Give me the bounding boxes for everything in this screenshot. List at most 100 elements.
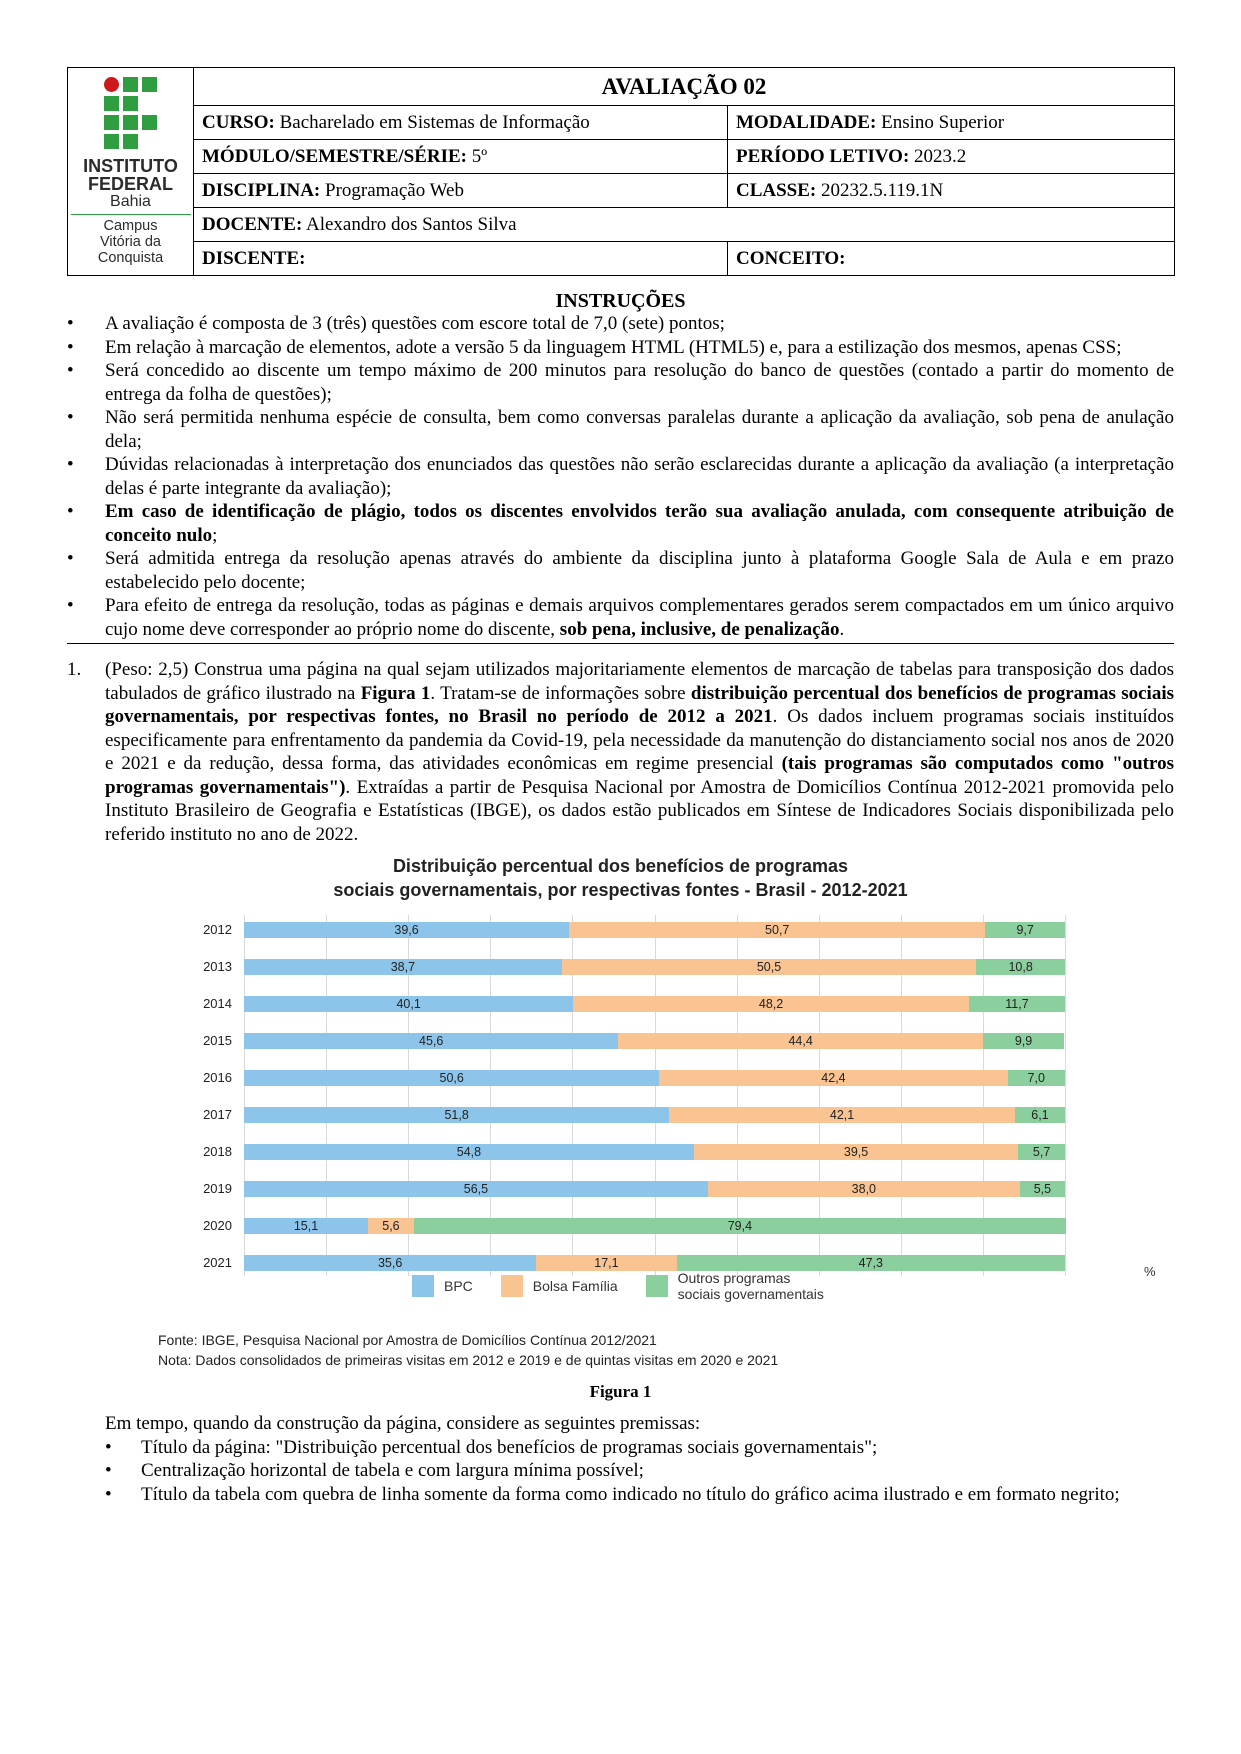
premises-list: Título da página: "Distribuição percentu… xyxy=(67,1436,1174,1507)
logo-campus: Campus Vitória da Conquista xyxy=(97,218,164,266)
chart-data-label: 48,2 xyxy=(758,997,784,1011)
chart-category-label: 2012 xyxy=(203,922,232,937)
legend-swatch xyxy=(412,1275,434,1297)
exam-title: AVALIAÇÃO 02 xyxy=(192,67,1176,106)
instruction-item: Não será permitida nenhuma espécie de co… xyxy=(67,406,1174,453)
chart-data-label: 44,4 xyxy=(788,1034,813,1048)
chart-plot-area: 2012 39,6 50,7 9,7 2013 38,7 50,5 10,8 2014 40,1 4… xyxy=(177,915,1066,1276)
chart-bar-segment: 47,3 xyxy=(676,1255,1065,1271)
chart-bar-segment: 42,1 xyxy=(669,1107,1015,1123)
chart-data-label: 7,0 xyxy=(1027,1071,1045,1085)
chart-gridline xyxy=(818,915,820,1276)
chart-bar-segment: 50,6 xyxy=(244,1070,660,1086)
chart-bar-segment: 15,1 xyxy=(244,1218,368,1234)
chart-bar-segment: 5,7 xyxy=(1018,1144,1065,1160)
legend-swatch xyxy=(645,1275,668,1297)
logo-grid-icon xyxy=(104,77,157,149)
institution-logo: INSTITUTO FEDERAL Bahia Campus Vitória d… xyxy=(67,67,194,276)
chart-bar-segment: 5,5 xyxy=(1019,1181,1065,1197)
instructions-list: A avaliação é composta de 3 (três) quest… xyxy=(67,312,1174,641)
conceito-cell: CONCEITO: xyxy=(726,241,1176,276)
chart-gridline xyxy=(326,915,328,1276)
chart-data-label: 6,1 xyxy=(1031,1108,1049,1122)
chart-bar-segment: 10,8 xyxy=(976,959,1065,975)
chart-bar-segment: 9,7 xyxy=(985,922,1065,938)
chart-bar-segment: 9,9 xyxy=(982,1033,1065,1049)
instruction-item: A avaliação é composta de 3 (três) quest… xyxy=(67,312,1174,336)
chart-data-label: 35,6 xyxy=(377,1256,403,1270)
chart-data-label: 38,0 xyxy=(851,1182,877,1196)
chart-bar-segment: 54,8 xyxy=(244,1144,694,1160)
chart-category-label: 2015 xyxy=(203,1033,232,1048)
figure-caption: Figura 1 xyxy=(589,1382,652,1401)
disciplina-cell: DISCIPLINA: Programação Web xyxy=(193,173,728,208)
chart-bar-segment: 51,8 xyxy=(244,1107,670,1123)
chart-category-label: 2020 xyxy=(203,1218,232,1233)
chart-data-label: 39,6 xyxy=(394,923,419,937)
chart-data-label: 45,6 xyxy=(419,1034,444,1048)
chart-bar-segment: 17,1 xyxy=(536,1255,677,1271)
chart-category-label: 2019 xyxy=(203,1181,232,1196)
chart-gridline xyxy=(572,915,574,1276)
chart-data-label: 50,7 xyxy=(765,923,790,937)
chart-bar-segment: 6,1 xyxy=(1014,1107,1065,1123)
discente-cell: DISCENTE: xyxy=(193,241,728,276)
chart-category-label: 2021 xyxy=(203,1255,232,1270)
chart-category-label: 2014 xyxy=(203,996,232,1011)
chart-data-label: 5,6 xyxy=(382,1219,400,1233)
chart-data-label: 54,8 xyxy=(456,1145,482,1159)
chart-category-label: 2013 xyxy=(203,959,232,974)
chart-data-label: 50,6 xyxy=(439,1071,464,1085)
chart-data-label: 40,1 xyxy=(396,997,421,1011)
chart-data-label: 47,3 xyxy=(858,1256,883,1270)
semestre-cell: MÓDULO/SEMESTRE/SÉRIE: 5º xyxy=(193,139,728,174)
chart-category-label: 2018 xyxy=(203,1144,232,1159)
chart-title-line2: sociais governamentais, por respectivas … xyxy=(333,880,908,900)
chart-bar-segment: 38,0 xyxy=(707,1181,1020,1197)
chart-source: Fonte: IBGE, Pesquisa Nacional por Amost… xyxy=(158,1332,657,1348)
chart-bar-segment: 11,7 xyxy=(968,996,1065,1012)
question-number: 1. xyxy=(67,659,82,680)
legend-label: Bolsa Família xyxy=(532,1278,618,1294)
stacked-bar-chart: Distribuição percentual dos benefícios d… xyxy=(67,852,1174,1422)
chart-bar-segment: 7,0 xyxy=(1007,1070,1065,1086)
chart-gridline xyxy=(408,915,410,1276)
chart-data-label: 50,5 xyxy=(756,960,782,974)
chart-gridline xyxy=(490,915,492,1276)
chart-bar-segment: 48,2 xyxy=(573,996,969,1012)
classe-cell: CLASSE: 20232.5.119.1N xyxy=(726,173,1176,208)
legend-item: Outros programas sociais governamentais xyxy=(645,1270,824,1302)
chart-bar-segment: 79,4 xyxy=(413,1218,1066,1234)
legend-label: Outros programas sociais governamentais xyxy=(677,1270,824,1302)
exam-header-table: INSTITUTO FEDERAL Bahia Campus Vitória d… xyxy=(67,67,1176,276)
chart-bar-segment: 44,4 xyxy=(618,1033,983,1049)
chart-gridline xyxy=(1065,915,1066,1276)
exam-page: INSTITUTO FEDERAL Bahia Campus Vitória d… xyxy=(67,67,1176,1507)
chart-bar-segment: 50,5 xyxy=(561,959,977,975)
chart-data-label: 56,5 xyxy=(463,1182,489,1196)
legend-item: Bolsa Família xyxy=(500,1275,618,1297)
question-1: 1. (Peso: 2,5) Construa uma página na qu… xyxy=(67,659,1174,845)
chart-bar-segment: 39,6 xyxy=(244,922,570,938)
chart-data-label: 5,5 xyxy=(1033,1182,1052,1196)
chart-bar-segment: 39,5 xyxy=(693,1144,1019,1160)
chart-data-label: 39,5 xyxy=(843,1145,869,1159)
chart-bar-segment: 42,4 xyxy=(659,1070,1008,1086)
chart-gridline xyxy=(654,915,656,1276)
premises-intro: Em tempo, quando da construção da página… xyxy=(105,1413,701,1434)
chart-data-label: 11,7 xyxy=(1005,997,1029,1011)
premise-item: Centralização horizontal de tabela e com… xyxy=(105,1459,1174,1483)
chart-bar-segment: 50,7 xyxy=(569,922,986,938)
premise-item: Título da tabela com quebra de linha som… xyxy=(105,1483,1174,1507)
chart-bar-segment: 40,1 xyxy=(244,996,574,1012)
instruction-item: Em relação à marcação de elementos, adot… xyxy=(67,336,1174,360)
chart-data-label: 10,8 xyxy=(1008,960,1033,974)
chart-gridline xyxy=(244,915,245,1276)
legend-item: BPC xyxy=(412,1275,473,1297)
logo-state: Bahia xyxy=(110,193,151,210)
chart-unit-label: % xyxy=(1144,1264,1156,1279)
chart-bar-segment: 56,5 xyxy=(244,1181,708,1197)
instructions-title: INSTRUÇÕES xyxy=(555,290,686,312)
legend-label: BPC xyxy=(444,1278,473,1294)
premise-item: Título da página: "Distribuição percentu… xyxy=(105,1436,1174,1460)
